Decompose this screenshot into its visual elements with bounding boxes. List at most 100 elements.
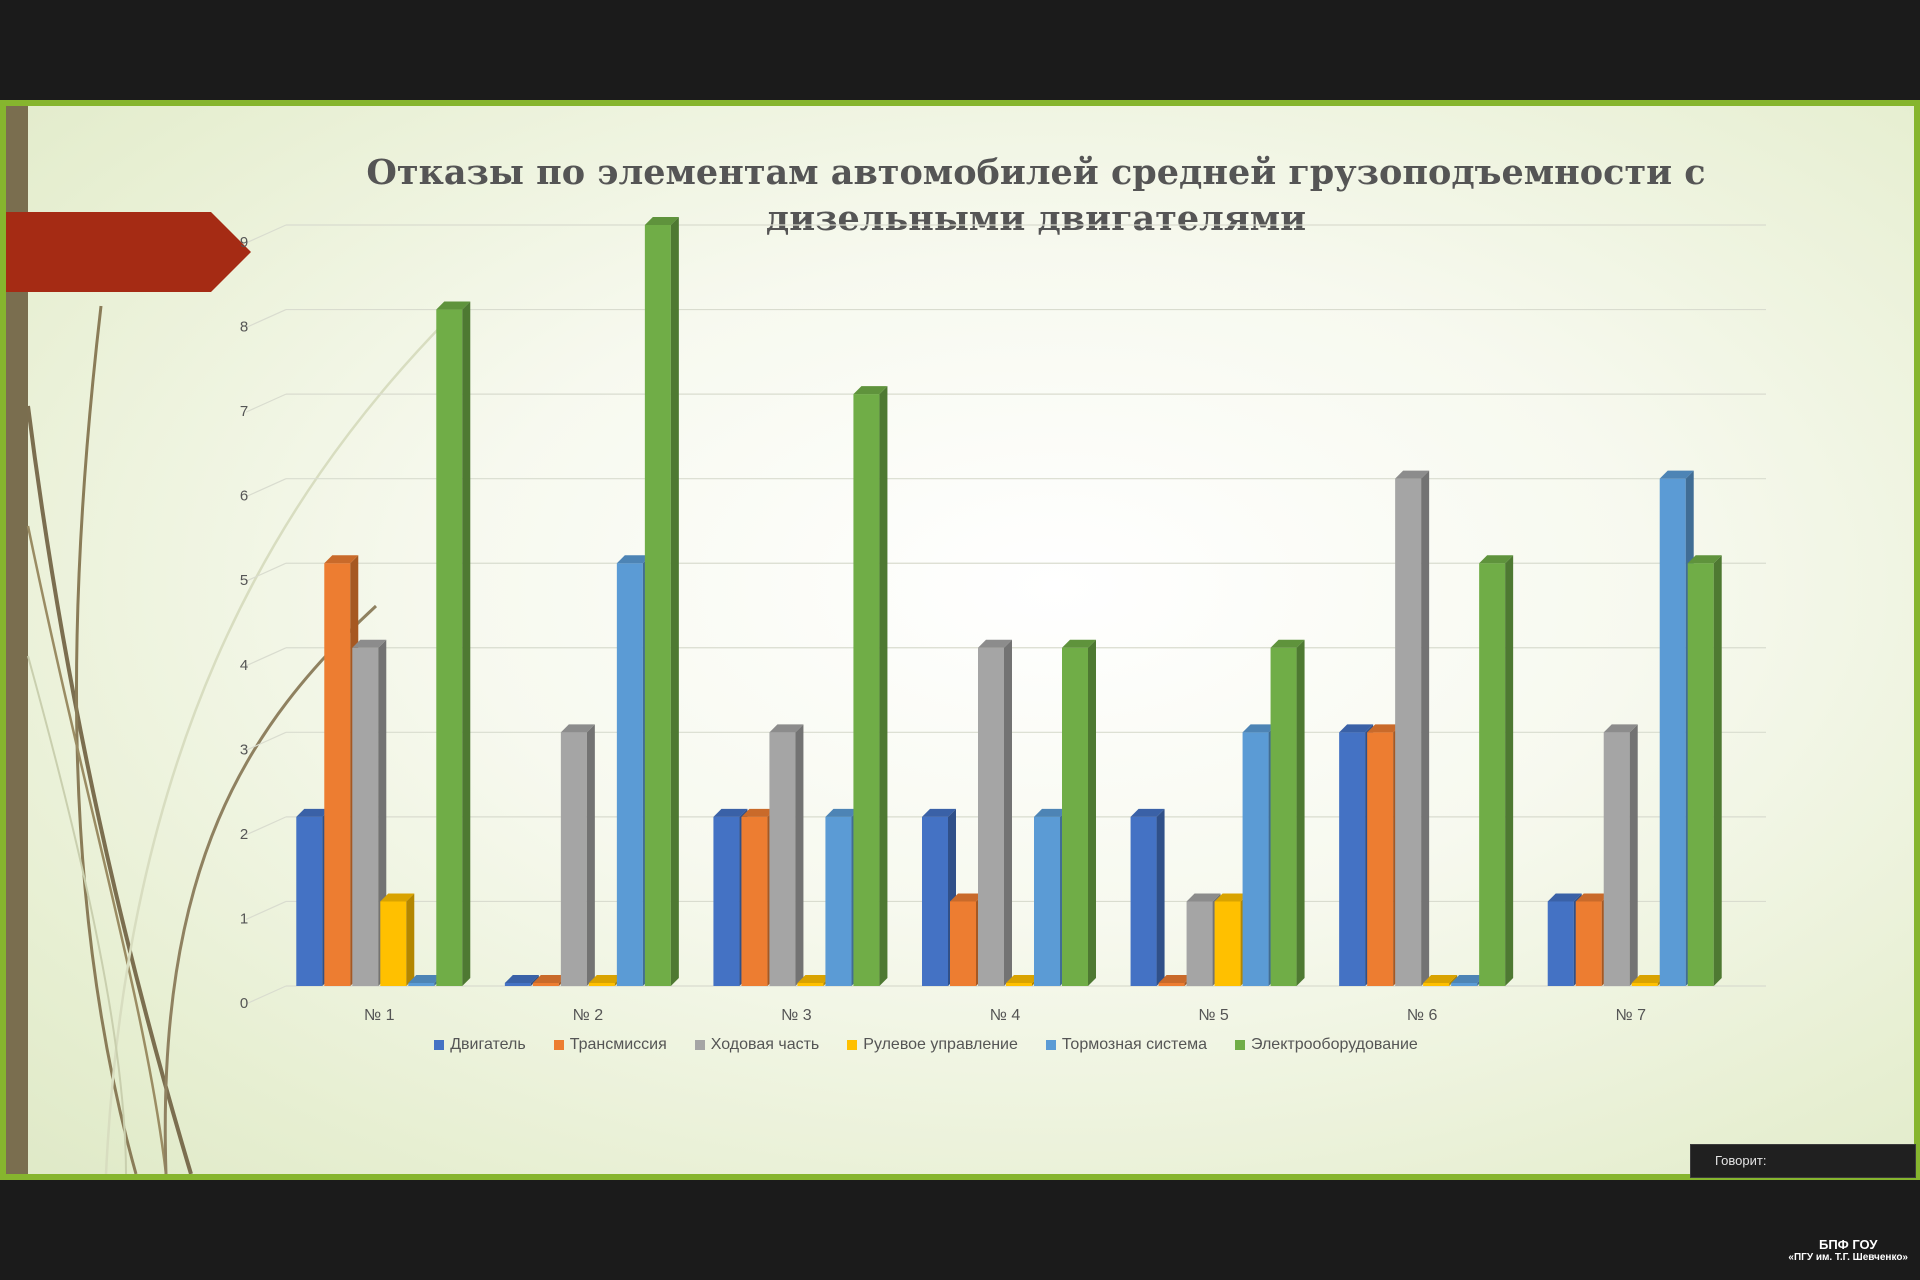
bar-top <box>408 975 443 983</box>
bar-side <box>1296 639 1305 986</box>
bar-face <box>713 816 740 986</box>
decor-curve <box>26 405 193 1174</box>
bar-top <box>560 724 595 733</box>
bar <box>1395 470 1430 987</box>
bars <box>296 217 1722 987</box>
bar-face <box>644 225 671 986</box>
bar-face <box>1006 983 1032 986</box>
bar-face <box>588 983 615 986</box>
legend-swatch <box>1235 1040 1245 1050</box>
legend-item: Трансмиссия <box>553 1036 667 1054</box>
chart-title: Отказы по элементам автомобилей средней … <box>366 152 1706 239</box>
legend-item: Электрооборудование <box>1235 1036 1418 1054</box>
bar-side <box>462 301 471 986</box>
bar-face <box>1130 816 1157 986</box>
bar-face <box>1631 983 1658 986</box>
bar-top <box>769 724 804 733</box>
bar-face <box>1270 647 1297 986</box>
slide-left-bar <box>6 106 28 1174</box>
bar-top <box>1451 975 1486 983</box>
legend-item: Рулевое управление <box>847 1036 1018 1054</box>
x-tick-label: № 3 <box>781 1007 812 1024</box>
bar-top <box>644 217 679 225</box>
bar-side <box>795 724 804 986</box>
x-tick-label: № 4 <box>990 1007 1021 1024</box>
bar <box>380 893 415 986</box>
legend-label: Тормозная система <box>1061 1036 1207 1053</box>
legend-item: Тормозная система <box>1045 1036 1207 1054</box>
bar-face <box>922 816 948 986</box>
bar-face <box>408 983 435 986</box>
legend-swatch <box>434 1040 445 1050</box>
bar-top <box>1339 724 1374 733</box>
organization-name: БПФ ГОУ <box>1818 1237 1878 1252</box>
bar-top <box>1158 975 1193 983</box>
bar-top <box>978 639 1012 648</box>
y-tick-label: 4 <box>240 657 248 674</box>
bar-top <box>532 975 567 983</box>
y-tick-label: 1 <box>240 910 248 927</box>
gridline-depth <box>245 647 287 667</box>
bar-side <box>1156 808 1165 986</box>
bar-top <box>1242 724 1277 733</box>
bar-top <box>1006 975 1040 983</box>
legend-swatch <box>1045 1040 1056 1050</box>
bar-top <box>713 808 748 817</box>
bar-top <box>950 893 984 902</box>
bar-top <box>1575 893 1610 902</box>
slide-decoration <box>6 212 447 1174</box>
bar <box>1687 555 1722 986</box>
bar-top <box>1367 724 1402 733</box>
bar-face <box>1451 983 1478 986</box>
bar-face <box>1479 563 1506 986</box>
organization-label: БПФ ГОУ «ПГУ им. Т.Г. Шевченко» <box>1788 1238 1908 1264</box>
y-tick-label: 6 <box>240 488 248 505</box>
bar-face <box>352 647 379 986</box>
bar-face <box>296 816 323 986</box>
speaker-indicator: Говорит: <box>1690 1144 1916 1178</box>
decor-curve <box>27 655 127 1174</box>
bar-face <box>1242 732 1269 986</box>
bar-face <box>1186 901 1213 986</box>
decor-curve <box>104 320 447 1174</box>
legend-swatch <box>694 1040 705 1050</box>
bar-top <box>1186 893 1221 902</box>
gridline-depth <box>245 816 287 836</box>
legend-label: Трансмиссия <box>569 1036 667 1053</box>
bar <box>1270 639 1305 986</box>
bar-face <box>436 309 463 986</box>
bar <box>644 217 679 986</box>
bar-face <box>1687 563 1714 986</box>
bar-top <box>588 975 623 983</box>
bar-top <box>1034 808 1068 817</box>
bar-face <box>1575 901 1602 986</box>
x-tick-label: № 7 <box>1615 1007 1646 1024</box>
bar-top <box>797 975 832 983</box>
bar-top <box>504 975 539 983</box>
presentation-slide: Отказы по элементам автомобилей средней … <box>0 100 1920 1180</box>
bar <box>436 301 471 986</box>
y-tick-label: 0 <box>240 995 248 1012</box>
bar-top <box>825 808 860 817</box>
bar-top <box>1214 893 1249 902</box>
bar-face <box>1423 983 1450 986</box>
bar-face <box>741 816 768 986</box>
gridline-depth <box>245 900 287 920</box>
x-tick-label: № 5 <box>1198 1007 1229 1024</box>
bar-face <box>324 563 351 986</box>
bar-side <box>1088 639 1096 986</box>
bar-face <box>1367 732 1394 986</box>
gridlines <box>245 224 1766 1005</box>
legend-item: Ходовая часть <box>694 1036 819 1054</box>
y-tick-label: 2 <box>240 826 248 843</box>
bar-face <box>1395 478 1422 986</box>
bar-face <box>1603 732 1630 986</box>
bar-top <box>324 555 359 564</box>
x-tick-label: № 2 <box>573 1007 604 1024</box>
bar-side <box>1713 555 1722 986</box>
bar <box>560 724 595 986</box>
bar-side <box>1421 470 1430 987</box>
bar-face <box>978 647 1004 986</box>
bar <box>1062 639 1096 986</box>
bar-chart: 0 1 2 3 4 5 6 7 8 9 № 1 № 2 № 3 № 4 № 5 № 6 № 7 <box>240 217 1766 1024</box>
